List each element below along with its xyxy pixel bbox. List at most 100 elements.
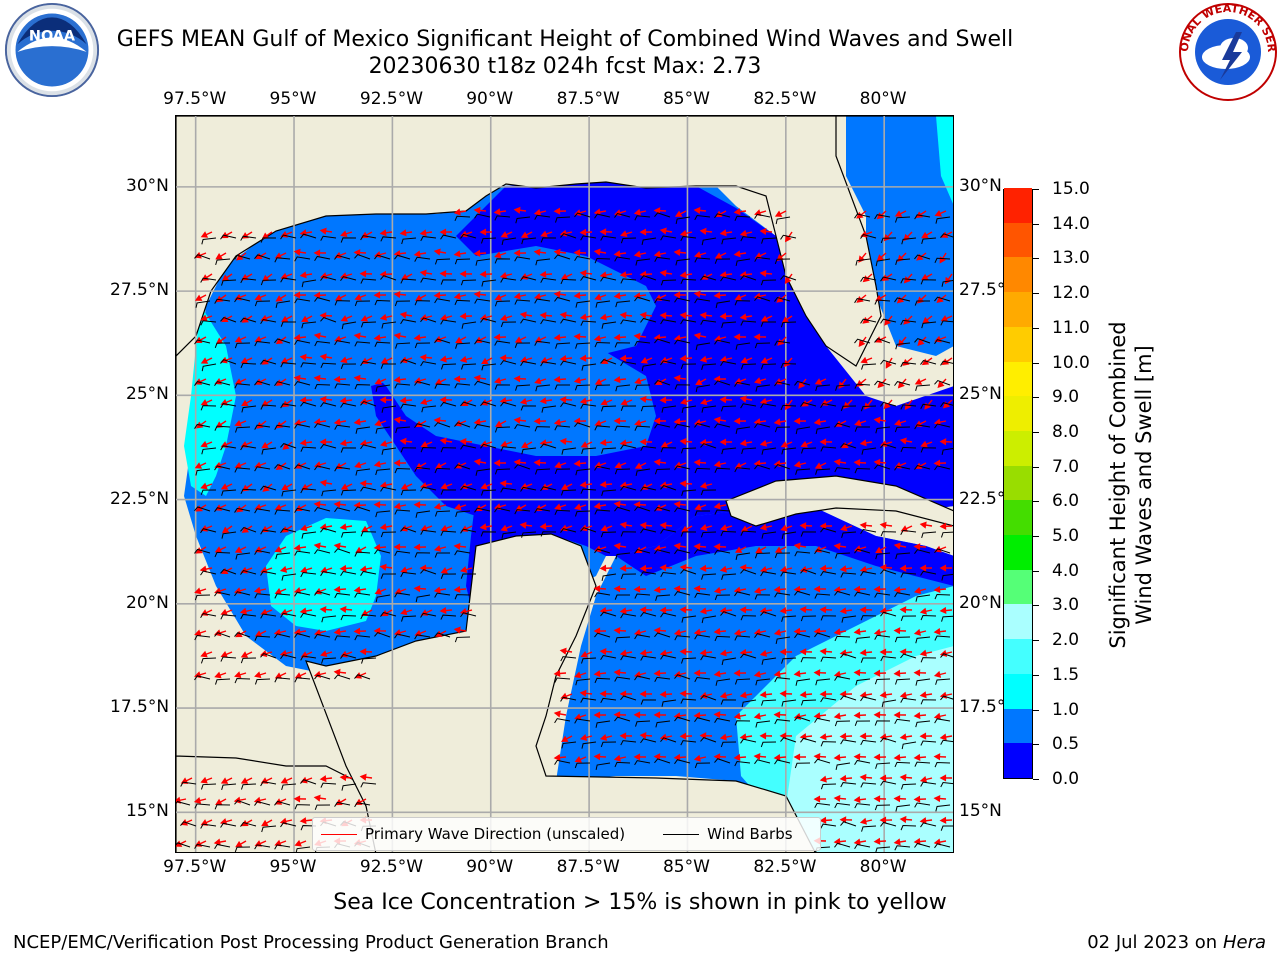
- wind-barb: [380, 531, 397, 538]
- wind-barb: [875, 846, 891, 852]
- wind-barb: [220, 822, 237, 828]
- wind-barb: [600, 358, 617, 365]
- wind-barb: [240, 657, 257, 664]
- wind-barb: [414, 466, 431, 473]
- wind-barb: [735, 258, 751, 267]
- wave-arrow-head: [659, 521, 667, 530]
- wave-arrow-head: [793, 417, 801, 425]
- wind-barb: [294, 423, 311, 429]
- wave-arrow-head: [713, 753, 721, 761]
- wind-barb: [914, 424, 931, 430]
- wave-arrow-head: [936, 296, 944, 303]
- wind-barb: [700, 443, 717, 449]
- wind-barb: [180, 781, 197, 787]
- wind-barb: [860, 782, 877, 788]
- wave-arrow-head: [879, 564, 887, 572]
- wind-barb: [781, 447, 797, 455]
- wave-arrow-head: [599, 480, 607, 489]
- wave-arrow-head: [640, 357, 648, 364]
- wind-barb: [900, 825, 917, 831]
- colorbar-tick-label: 8.0: [1052, 421, 1080, 442]
- legend-barb-swatch: [663, 833, 700, 835]
- wind-barb: [860, 615, 877, 621]
- wind-barb: [914, 300, 931, 306]
- wind-barb: [594, 509, 611, 515]
- wave-arrow-head: [833, 628, 841, 636]
- wave-arrow-head: [559, 311, 567, 319]
- wind-barb: [600, 697, 617, 704]
- lon-tick-top: 97.5°W: [163, 89, 227, 109]
- wave-arrow-head: [553, 248, 561, 256]
- wind-barb: [595, 720, 611, 728]
- wind-barb: [380, 486, 397, 492]
- colorbar-tick-label: 0.0: [1052, 769, 1080, 789]
- wave-arrow-head: [659, 396, 667, 404]
- wind-barb: [194, 843, 211, 849]
- wind-barb: [634, 425, 651, 431]
- wind-barb: [220, 234, 237, 240]
- wind-barb: [594, 632, 611, 638]
- wind-barb: [500, 321, 517, 328]
- wind-barb: [940, 360, 953, 366]
- wave-arrow-head: [613, 754, 621, 762]
- wave-arrow-head: [439, 606, 447, 615]
- wind-barb: [214, 425, 231, 431]
- wind-barb: [794, 762, 811, 769]
- wave-arrow-head: [194, 629, 202, 637]
- wave-arrow-head: [234, 671, 242, 679]
- colorbar-segment: [1004, 187, 1032, 223]
- wind-barb: [520, 318, 537, 324]
- wind-barb: [574, 762, 591, 769]
- wave-arrow-head: [876, 254, 884, 262]
- wind-barb: [400, 489, 417, 496]
- wind-barb: [534, 298, 551, 304]
- wind-barb: [700, 275, 717, 281]
- wind-barb: [620, 319, 637, 325]
- colorbar-tick-label: 1.5: [1052, 664, 1080, 685]
- wave-arrow-head: [359, 270, 367, 278]
- wind-barb: [514, 464, 531, 470]
- wave-arrow-head: [859, 817, 868, 825]
- wind-barb: [214, 551, 231, 558]
- wave-arrow-head: [254, 671, 262, 679]
- wind-barb: [500, 360, 517, 366]
- wind-barb: [301, 531, 317, 539]
- wave-arrow-head: [673, 374, 681, 382]
- wave-arrow-head: [340, 483, 349, 490]
- wind-barb: [634, 384, 651, 391]
- wind-barb: [314, 674, 331, 680]
- wave-arrow-head: [896, 296, 905, 304]
- wave-arrow-head: [593, 753, 601, 761]
- wave-arrow-head: [754, 377, 762, 385]
- wave-arrow-head: [673, 585, 681, 593]
- wind-barb: [654, 298, 671, 304]
- wind-barb: [554, 509, 571, 516]
- wave-arrow-head: [933, 753, 941, 761]
- lon-tick-top: 85°W: [662, 89, 710, 109]
- wind-barb: [215, 258, 231, 266]
- colorbar-tick-mark: [1033, 744, 1039, 746]
- wave-arrow-head: [353, 501, 361, 509]
- wind-barb: [220, 403, 237, 409]
- wave-arrow-head: [313, 542, 321, 550]
- wind-barb: [915, 384, 931, 391]
- wave-arrow-head: [884, 318, 892, 326]
- lat-tick-right: 30°N: [959, 175, 1002, 196]
- wind-barb: [260, 237, 277, 243]
- wave-arrow-head: [780, 524, 788, 532]
- wind-barb: [474, 507, 491, 513]
- colorbar-tick-label: 14.0: [1052, 213, 1090, 234]
- wind-barb: [194, 254, 211, 260]
- wind-barb: [660, 571, 677, 578]
- wind-barb: [794, 551, 811, 557]
- wind-barb: [481, 363, 497, 371]
- wind-barb: [674, 339, 691, 345]
- wind-barb: [874, 338, 891, 344]
- colorbar-tick-mark: [1033, 397, 1039, 399]
- wind-barb: [274, 257, 291, 263]
- wave-arrow-head: [293, 334, 301, 342]
- wave-arrow-head: [333, 500, 341, 509]
- wind-barb: [740, 569, 757, 575]
- wave-arrow-head: [753, 670, 761, 678]
- wind-barb: [755, 384, 771, 392]
